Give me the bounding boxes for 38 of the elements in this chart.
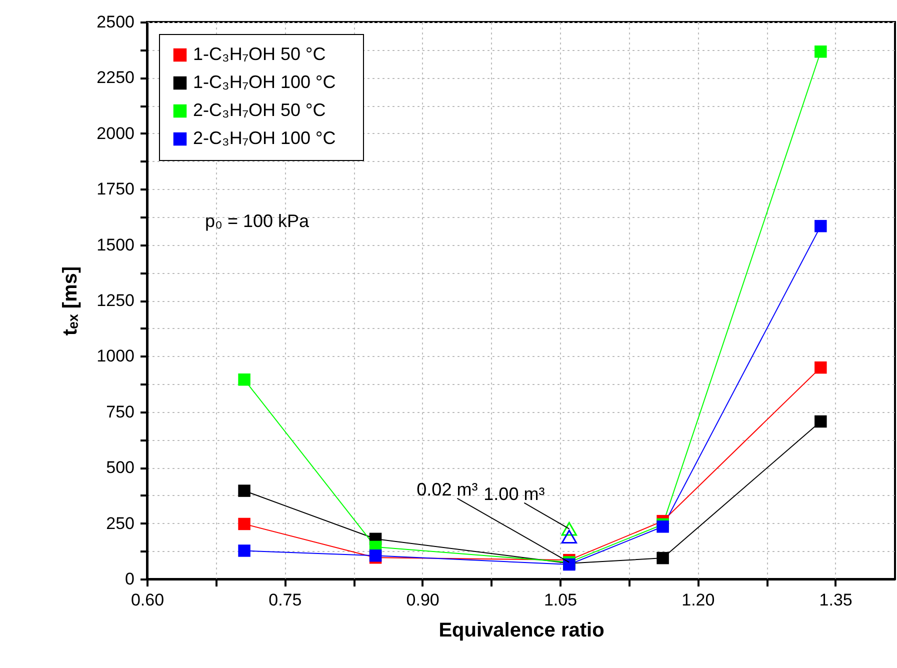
point xyxy=(814,46,827,58)
point xyxy=(814,415,827,428)
point xyxy=(561,522,578,536)
point xyxy=(238,484,250,497)
point xyxy=(814,220,827,232)
x-axis-title: Equivalence ratio xyxy=(438,620,604,642)
y-tick-label: 1000 xyxy=(96,346,134,366)
y-tick-label: 500 xyxy=(106,458,134,478)
legend-label: 2-C₃H₇OH 100 °C xyxy=(193,128,336,148)
y-tick-label: 250 xyxy=(106,514,134,533)
y-axis-title: tₑₓ [ms] xyxy=(60,266,82,336)
legend-label: 1-C₃H₇OH 100 °C xyxy=(193,72,336,92)
point xyxy=(656,552,669,564)
annotation: 0.02 m³ xyxy=(416,479,478,500)
y-tick-label: 2250 xyxy=(96,68,134,88)
annotation: 1.00 m³ xyxy=(484,484,545,504)
y-tick-label: 1500 xyxy=(96,235,134,254)
y-tick-label: 0 xyxy=(125,570,134,588)
x-tick-label: 0.75 xyxy=(268,590,302,610)
point xyxy=(238,544,250,557)
x-tick-label: 0.90 xyxy=(406,590,440,610)
point xyxy=(656,520,669,533)
y-tick-label: 2500 xyxy=(96,12,134,32)
y-tick-label: 1750 xyxy=(96,180,134,199)
legend-label: 2-C₃H₇OH 50 °C xyxy=(193,100,326,120)
y-tick-label: 2000 xyxy=(96,124,134,143)
y-tick-label: 750 xyxy=(106,402,134,422)
x-tick-label: 0.60 xyxy=(130,590,164,610)
x-tick-label: 1.35 xyxy=(819,590,852,610)
annotation: p₀ = 100 kPa xyxy=(205,211,310,231)
x-tick-label: 1.05 xyxy=(544,590,578,610)
point xyxy=(238,518,250,530)
point xyxy=(238,373,250,386)
y-tick-label: 1250 xyxy=(96,291,134,310)
point xyxy=(814,361,827,374)
point xyxy=(561,530,578,544)
legend-label: 1-C₃H₇OH 50 °C xyxy=(193,44,326,64)
x-tick-label: 1.20 xyxy=(682,590,715,610)
